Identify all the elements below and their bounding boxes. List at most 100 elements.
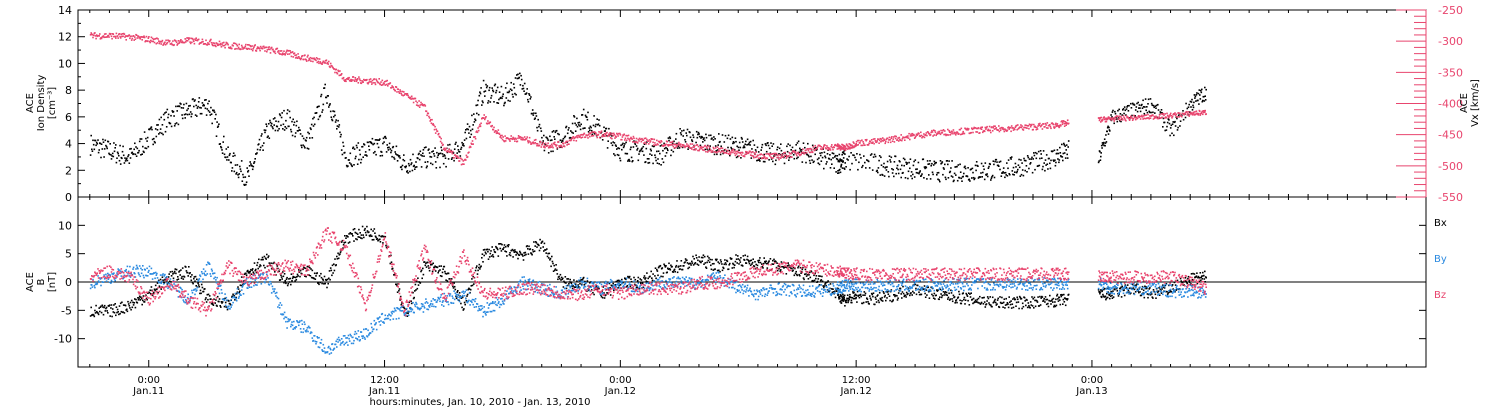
data-point [662, 149, 664, 152]
data-point [567, 278, 570, 280]
data-point [832, 157, 834, 159]
data-point [826, 146, 829, 149]
data-point [1039, 150, 1042, 152]
data-point [341, 153, 344, 156]
data-point [654, 267, 657, 269]
data-point [358, 158, 360, 161]
data-point [771, 157, 773, 159]
data-point [274, 117, 276, 119]
data-point [588, 127, 590, 129]
data-point [90, 32, 92, 34]
data-point [529, 98, 532, 100]
data-point [628, 160, 631, 162]
data-point [458, 299, 460, 302]
data-point [422, 273, 425, 276]
data-point [399, 295, 402, 298]
data-point [403, 307, 406, 310]
data-point [560, 276, 563, 279]
data-point [832, 152, 835, 155]
data-point [145, 40, 147, 42]
data-point [1134, 116, 1136, 119]
data-point [969, 180, 971, 182]
data-point [1102, 118, 1104, 121]
data-point [660, 164, 662, 166]
data-point [219, 305, 221, 307]
data-point [158, 279, 160, 282]
data-point [982, 171, 984, 174]
data-point [544, 146, 546, 149]
data-point [428, 267, 430, 269]
data-point [737, 155, 739, 158]
data-point [1155, 107, 1157, 109]
data-point [963, 172, 965, 175]
data-point [331, 118, 333, 121]
data-point [691, 140, 694, 143]
data-point [651, 145, 654, 147]
data-point [1112, 118, 1115, 121]
data-point [1003, 130, 1006, 133]
data-point [670, 264, 672, 267]
data-point [191, 37, 194, 40]
data-point [912, 134, 914, 137]
data-point [290, 273, 293, 275]
data-point [479, 268, 481, 270]
data-point [202, 104, 204, 107]
data-point [152, 40, 154, 43]
data-point [562, 138, 565, 140]
data-point [926, 134, 928, 137]
data-point [333, 68, 336, 70]
data-point [221, 302, 223, 304]
data-point [377, 239, 380, 241]
data-point [452, 287, 455, 289]
data-point [420, 269, 423, 272]
data-point [445, 279, 447, 281]
data-point [533, 139, 536, 141]
data-point [99, 142, 102, 145]
data-point [485, 252, 487, 255]
data-point [1185, 110, 1188, 113]
data-point [326, 278, 329, 281]
data-point [563, 136, 566, 139]
data-point [1162, 126, 1164, 128]
data-point [165, 43, 168, 45]
data-point [757, 159, 759, 161]
data-point [268, 262, 271, 264]
data-point [831, 146, 834, 149]
data-point [342, 244, 345, 246]
data-point [374, 232, 376, 234]
data-point [538, 249, 541, 252]
data-point [230, 161, 232, 164]
data-point [465, 300, 468, 302]
data-point [966, 175, 969, 178]
data-point [121, 150, 124, 153]
data-point [265, 46, 267, 49]
data-point [331, 65, 333, 67]
data-point [428, 152, 431, 154]
data-point [1203, 110, 1206, 112]
data-point [321, 61, 324, 64]
data-point [961, 132, 964, 135]
data-point [492, 128, 495, 131]
data-point [117, 152, 119, 155]
data-point [275, 120, 277, 122]
data-point [864, 161, 866, 164]
data-point [982, 131, 984, 134]
data-point [642, 286, 645, 289]
data-point [713, 153, 716, 156]
data-point [479, 123, 481, 126]
data-point [877, 138, 880, 141]
data-point [560, 145, 563, 147]
data-point [837, 160, 840, 163]
data-point [595, 132, 597, 135]
data-point [774, 163, 777, 166]
data-point [1164, 113, 1166, 115]
data-point [398, 289, 400, 292]
data-point [883, 138, 885, 141]
data-point [1026, 171, 1028, 173]
data-point [1049, 167, 1052, 170]
data-point [325, 59, 328, 61]
data-point [732, 141, 735, 143]
data-point [610, 133, 613, 136]
data-point [336, 255, 338, 258]
data-point [688, 266, 691, 269]
